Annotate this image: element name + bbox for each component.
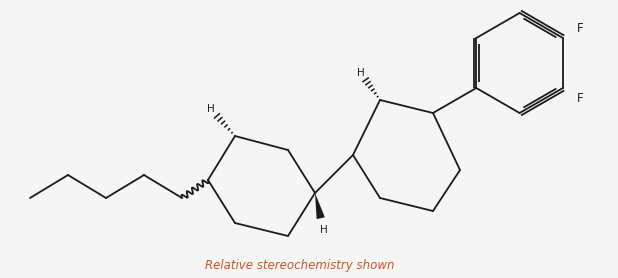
Text: F: F: [577, 21, 583, 34]
Polygon shape: [315, 193, 325, 219]
Text: H: H: [357, 68, 365, 78]
Text: H: H: [208, 105, 215, 115]
Text: F: F: [577, 91, 583, 105]
Text: H: H: [320, 225, 328, 235]
Text: Relative stereochemistry shown: Relative stereochemistry shown: [205, 259, 395, 272]
